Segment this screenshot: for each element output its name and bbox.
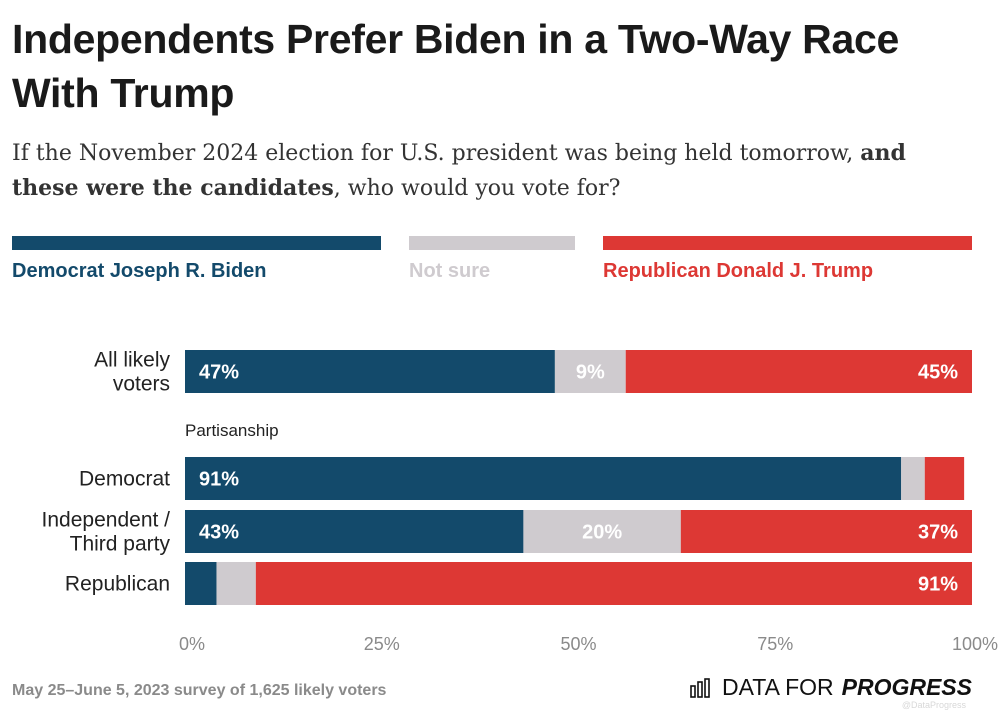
legend-label-biden: Democrat Joseph R. Biden: [12, 260, 267, 282]
data-label: 91%: [918, 574, 958, 596]
bar-segment: [554, 350, 626, 393]
chart-title: Independents Prefer Biden in a Two-Way R…: [12, 16, 899, 116]
category-label-independent: Independent / Third party: [42, 509, 171, 556]
legend-swatch-trump: [603, 236, 972, 250]
subtitle-text: If the November 2024 election for U.S. p…: [12, 141, 861, 166]
x-tick-label: 0%: [179, 634, 205, 654]
bar-segment: [185, 457, 902, 500]
survey-note: May 25–June 5, 2023 survey of 1,625 like…: [12, 682, 387, 699]
bar-segment: [185, 562, 217, 605]
x-axis-ticks: 0% 25% 50% 75% 100%: [179, 634, 998, 654]
data-label: 45%: [918, 362, 958, 384]
x-tick-label: 100%: [952, 634, 998, 654]
legend-item-biden: Democrat Joseph R. Biden: [12, 236, 381, 283]
bar-segment: [255, 562, 972, 605]
chart-subtitle: If the November 2024 election for U.S. p…: [12, 136, 972, 206]
bar-segment: [901, 457, 925, 500]
x-tick-label: 50%: [560, 634, 596, 654]
bar-segment: [924, 457, 965, 500]
category-label-republican: Republican: [65, 573, 170, 596]
data-label: 20%: [582, 522, 622, 544]
legend-swatch-not-sure: [409, 236, 575, 250]
data-label: 91%: [199, 469, 239, 491]
legend-label-trump: Republican Donald J. Trump: [603, 260, 874, 282]
bar-segment: [625, 350, 972, 393]
category-label-democrat: Democrat: [79, 468, 170, 491]
watermark: @DataProgress: [901, 700, 966, 710]
bar-segment: [216, 562, 256, 605]
legend-swatch-biden: [12, 236, 381, 250]
bar-segment: [185, 350, 555, 393]
legend-label-not-sure: Not sure: [409, 260, 491, 282]
brand-name-bold: PROGRESS: [841, 674, 972, 700]
brand-name-regular: DATA FOR: [722, 674, 834, 700]
subtitle-bold-text: and these were the candidates: [12, 140, 906, 201]
legend-item-trump: Republican Donald J. Trump: [603, 236, 972, 283]
bar-segment: [523, 510, 681, 553]
bars-group: 47% 9% 45% 91% 43% 20% 37% 91%: [185, 350, 972, 605]
legend-item-not-sure: Not sure: [409, 236, 575, 283]
bar-segment: [680, 510, 972, 553]
x-tick-label: 25%: [364, 634, 400, 654]
data-label: 9%: [576, 362, 605, 384]
category-label-all-likely-voters: All likely voters: [94, 349, 170, 396]
data-label: 47%: [199, 362, 239, 384]
brand-logo: DATA FOR PROGRESS: [690, 674, 972, 701]
data-label: 43%: [199, 522, 239, 544]
bar-chart-logo-icon: [690, 677, 710, 698]
x-tick-label: 75%: [757, 634, 793, 654]
data-label: 37%: [918, 522, 958, 544]
bar-segment: [185, 510, 524, 553]
group-label-partisanship: Partisanship: [185, 421, 279, 440]
subtitle-text-end: , who would you vote for?: [333, 176, 621, 201]
